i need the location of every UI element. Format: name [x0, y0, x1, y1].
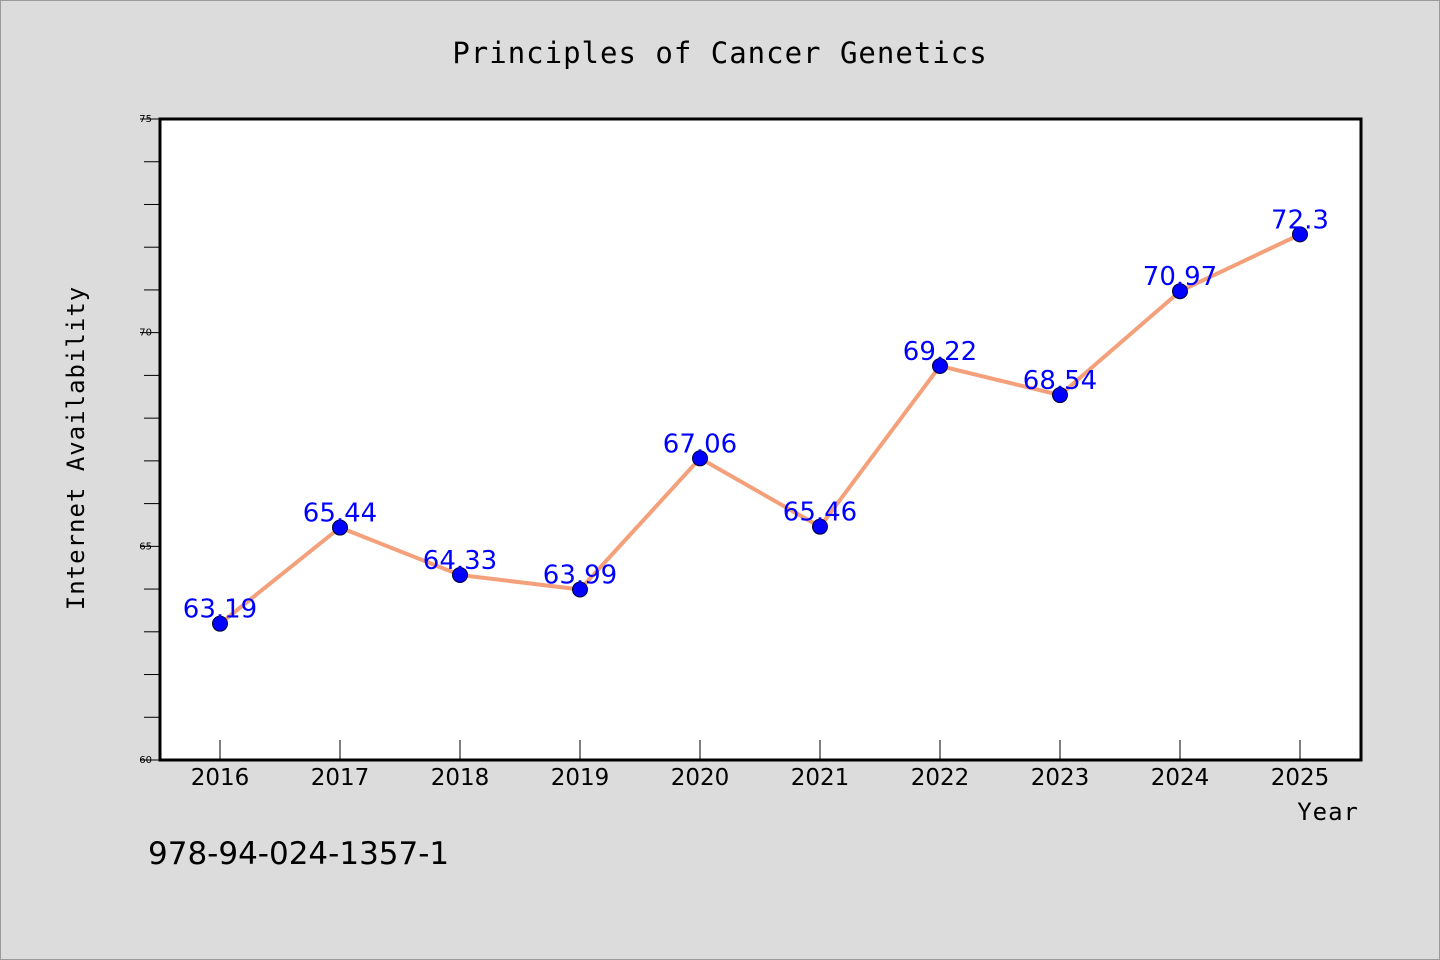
series-line: [218, 232, 1302, 626]
x-tick-label: 2021: [791, 765, 850, 791]
y-tick-label: 75: [139, 114, 152, 125]
x-axis: 2016 2017 2018 2019 2020 2021 2022 2023 2024 2025: [191, 740, 1330, 791]
data-label: 72.3: [1271, 205, 1329, 235]
x-tick-label: 2025: [1271, 765, 1330, 791]
x-tick-label: 2022: [911, 765, 970, 791]
x-tick-label: 2023: [1031, 765, 1090, 791]
data-label: 65.46: [783, 498, 857, 528]
data-label: 64.33: [423, 546, 497, 576]
data-point: [572, 581, 588, 598]
data-label: 69.22: [903, 337, 977, 367]
y-axis: 60 65 70 75: [139, 114, 160, 766]
minor-ticks: [144, 161, 160, 718]
x-tick-label: 2020: [671, 765, 730, 791]
chart-title: Principles of Cancer Genetics: [452, 36, 987, 70]
data-point: [1052, 387, 1068, 404]
isbn-text: 978-94-024-1357-1: [148, 836, 449, 872]
plot-area: [160, 119, 1361, 760]
y-tick-label: 65: [139, 541, 152, 552]
x-tick-label: 2019: [551, 765, 610, 791]
x-axis-label: Year: [1297, 798, 1359, 826]
data-point: [212, 615, 228, 632]
plot-border: [158, 117, 1363, 762]
x-tick-label: 2017: [311, 765, 370, 791]
y-tick-label: 70: [139, 328, 152, 339]
data-point: [932, 357, 948, 374]
data-label: 63.19: [183, 595, 257, 625]
y-axis-label: Internet Availability: [62, 286, 90, 610]
y-tick-label: 60: [139, 755, 152, 766]
data-label: 67.06: [663, 429, 737, 459]
data-label: 68.54: [1023, 366, 1097, 396]
series-markers: [212, 226, 1308, 632]
data-point: [1292, 226, 1308, 243]
data-label: 63.99: [543, 560, 617, 590]
x-tick-label: 2024: [1151, 765, 1210, 791]
x-tick-label: 2018: [431, 765, 490, 791]
data-point: [812, 518, 828, 535]
data-point: [332, 519, 348, 536]
data-labels: 63.19 65.44 64.33 63.99 67.06 65.46 69.22 68.54…: [183, 205, 1329, 624]
data-point: [692, 450, 708, 467]
data-point: [452, 566, 468, 583]
data-point: [1172, 283, 1188, 300]
data-label: 65.44: [303, 499, 377, 529]
x-tick-label: 2016: [191, 765, 250, 791]
data-label: 70.97: [1143, 262, 1217, 292]
